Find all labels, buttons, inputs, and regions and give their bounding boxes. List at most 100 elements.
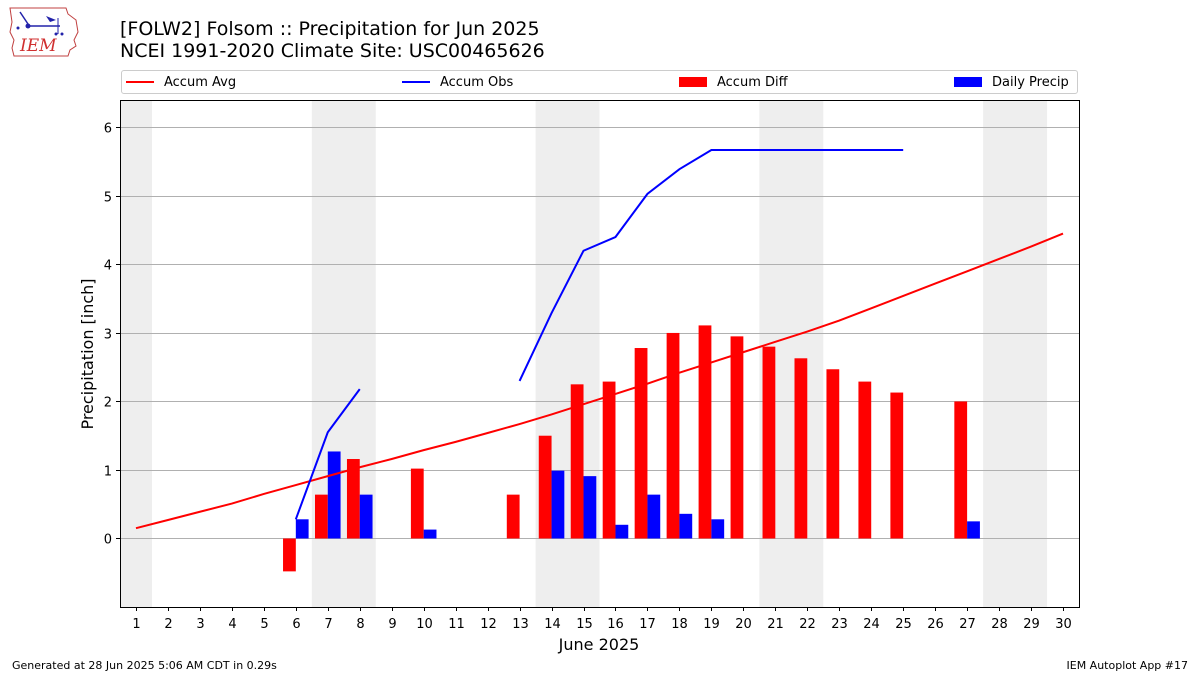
lines: [135, 149, 1064, 530]
bar-accum-diff: [634, 348, 648, 539]
bar-daily-precip: [711, 519, 725, 539]
legend-item-accum-diff: Accum Diff: [679, 71, 788, 93]
bar-daily-precip: [295, 519, 309, 539]
x-tick-label: 27: [959, 617, 976, 632]
chart-title: [FOLW2] Folsom :: Precipitation for Jun …: [120, 18, 540, 40]
weekend-shading: [120, 100, 1048, 607]
iem-logo: IEM: [6, 4, 82, 60]
x-tick-label: 24: [863, 617, 880, 632]
x-tick-label: 10: [416, 617, 433, 632]
bar-daily-precip: [423, 529, 437, 539]
bar-accum-diff: [730, 336, 744, 539]
bar-accum-diff: [890, 392, 904, 539]
x-tick-label: 21: [767, 617, 784, 632]
y-tick-label: 3: [104, 328, 112, 343]
y-tick-label: 2: [104, 396, 112, 411]
y-tick-label: 6: [104, 122, 112, 137]
y-tick-label: 5: [104, 191, 112, 206]
legend-label: Daily Precip: [992, 74, 1069, 90]
x-tick-label: 1: [132, 617, 140, 632]
line-accum-obs: [294, 388, 361, 520]
x-tick-label: 15: [576, 617, 593, 632]
grid-lines: [120, 127, 1079, 539]
bar-daily-precip: [583, 476, 597, 539]
bar-accum-diff: [666, 332, 680, 539]
legend-swatch: [126, 81, 154, 83]
x-tick-label: 9: [388, 617, 396, 632]
x-tick-label: 17: [639, 617, 656, 632]
bar-daily-precip: [359, 494, 373, 539]
x-tick-label: 16: [607, 617, 624, 632]
bar-accum-diff: [346, 459, 360, 539]
bar-daily-precip: [327, 451, 341, 539]
bar-accum-diff: [283, 538, 296, 572]
bar-accum-diff: [698, 325, 712, 539]
bar-daily-precip: [679, 513, 693, 539]
legend-item-accum-avg: Accum Avg: [126, 71, 236, 93]
x-tick-label: 7: [324, 617, 332, 632]
x-tick-label: 5: [260, 617, 268, 632]
weekend-band: [983, 100, 1048, 607]
weekend-band: [120, 100, 152, 607]
legend-swatch: [679, 77, 707, 87]
bar-daily-precip: [551, 470, 565, 539]
x-tick-label: 30: [1055, 617, 1072, 632]
bar-accum-diff: [954, 401, 968, 539]
x-tick-label: 26: [927, 617, 944, 632]
legend-label: Accum Avg: [164, 74, 237, 90]
legend-item-daily-precip: Daily Precip: [954, 71, 1069, 93]
x-tick-label: 11: [448, 617, 465, 632]
x-tick-label: 13: [512, 617, 529, 632]
x-tick-label: 23: [831, 617, 848, 632]
generated-timestamp: Generated at 28 Jun 2025 5:06 AM CDT in …: [12, 659, 277, 672]
y-tick-label: 1: [104, 465, 112, 480]
bar-daily-precip: [615, 524, 629, 539]
iowa-map-icon: IEM: [9, 7, 79, 57]
x-tick-label: 2: [164, 617, 172, 632]
logo-text: IEM: [19, 36, 57, 56]
x-tick-label: 25: [895, 617, 912, 632]
line-accum-obs: [518, 149, 904, 382]
bar-daily-precip: [647, 494, 661, 539]
bar-accum-diff: [506, 494, 520, 539]
x-axis-label: June 2025: [558, 635, 640, 654]
bar-daily-precip: [967, 521, 980, 539]
legend-item-accum-obs: Accum Obs: [402, 71, 513, 93]
x-tick-label: 6: [292, 617, 300, 632]
bar-accum-diff: [794, 358, 808, 539]
x-tick-label: 12: [480, 617, 497, 632]
bar-accum-diff: [602, 381, 616, 539]
x-tick-label: 19: [703, 617, 720, 632]
chart-subtitle: NCEI 1991-2020 Climate Site: USC00465626: [120, 40, 545, 62]
bar-accum-diff: [314, 494, 328, 539]
bar-accum-diff: [858, 381, 872, 539]
x-tick-label: 29: [1023, 617, 1040, 632]
y-axis-label: Precipitation [inch]: [78, 278, 97, 429]
y-tick-label: 0: [104, 533, 112, 548]
bar-accum-diff: [538, 435, 552, 539]
bar-accum-diff: [826, 369, 840, 539]
x-tick-label: 18: [671, 617, 688, 632]
x-tick-label: 28: [991, 617, 1008, 632]
bar-accum-diff: [410, 468, 424, 539]
bar-accum-diff: [762, 346, 776, 539]
plot-frame: [120, 100, 1080, 608]
y-tick-label: 4: [104, 259, 112, 274]
x-tick-label: 4: [228, 617, 236, 632]
x-tick-label: 3: [196, 617, 204, 632]
x-tick-label: 8: [356, 617, 364, 632]
x-tick-label: 22: [799, 617, 816, 632]
line-accum-avg: [135, 232, 1064, 530]
bar-accum-diff: [570, 384, 584, 539]
legend-swatch: [402, 81, 430, 83]
legend-label: Accum Obs: [440, 74, 514, 90]
x-tick-label: 14: [544, 617, 561, 632]
legend-label: Accum Diff: [717, 74, 788, 90]
app-credit: IEM Autoplot App #17: [1066, 659, 1189, 672]
legend: Accum Avg Accum Obs Accum Diff Daily Pre…: [121, 70, 1078, 94]
x-tick-label: 20: [735, 617, 752, 632]
bars: [283, 325, 980, 572]
legend-swatch: [954, 77, 982, 87]
